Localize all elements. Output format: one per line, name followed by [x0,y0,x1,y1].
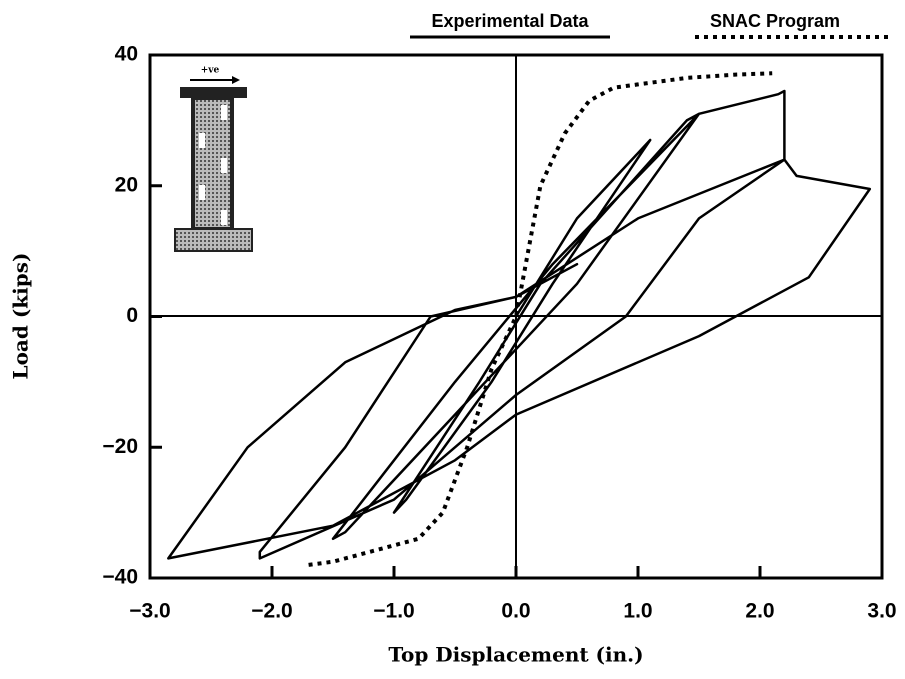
y-tick-label: −40 [102,566,138,589]
y-tick-label: 0 [126,304,138,327]
series-line [308,71,773,567]
y-axis-title: Load (kips) [9,253,33,380]
x-tick-label: −1.0 [373,600,414,623]
x-tick-label: −2.0 [251,600,292,623]
y-tick-label: 20 [115,173,138,196]
y-tick-label: −20 [102,435,138,458]
x-tick-label: 0.0 [501,600,530,623]
legend-label: SNAC Program [710,11,840,31]
x-tick-label: 3.0 [867,600,896,623]
y-tick-label: 40 [115,43,138,66]
x-tick-label: −3.0 [129,600,170,623]
x-tick-label: 2.0 [745,600,774,623]
wall-icon [174,76,253,252]
legend-label: Experimental Data [431,11,589,31]
inset-label: +ve [201,66,220,76]
x-axis-title: Top Displacement (in.) [388,643,643,667]
x-tick-label: 1.0 [623,600,652,623]
series-line [167,89,872,560]
